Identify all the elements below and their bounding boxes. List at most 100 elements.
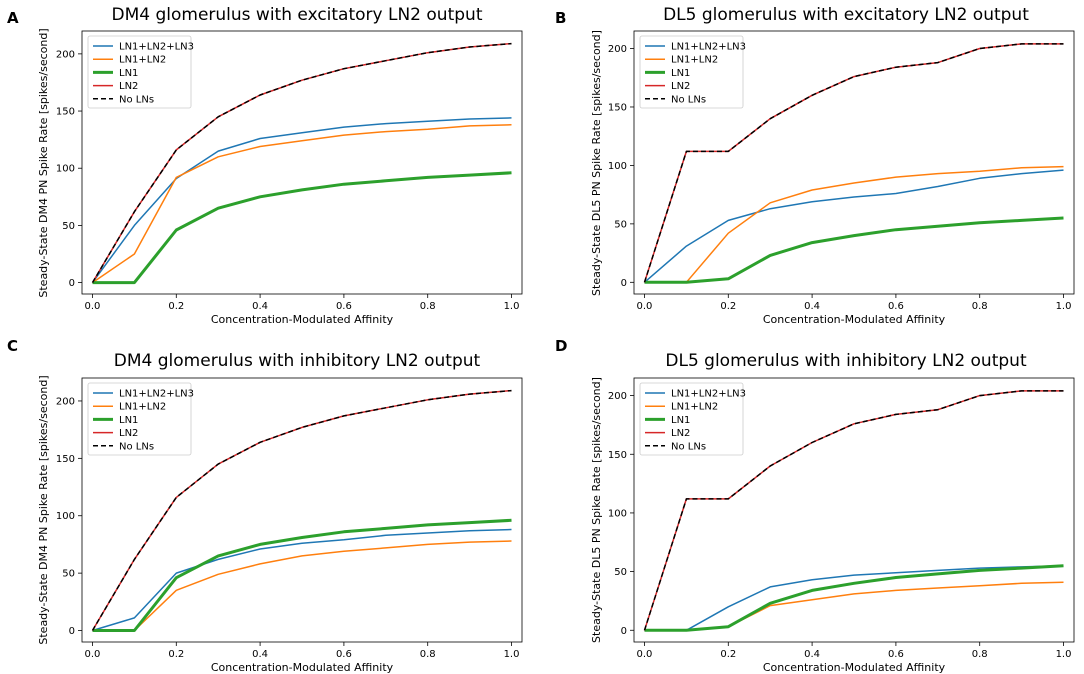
panel-b: B DL5 glomerulus with excitatory LN2 outp… xyxy=(555,5,1075,326)
x-tick-label: 0.4 xyxy=(804,301,820,312)
y-tick-label: 200 xyxy=(56,49,75,60)
panel-letter: A xyxy=(7,9,19,27)
chart-title: DL5 glomerulus with inhibitory LN2 outpu… xyxy=(665,351,1027,371)
x-tick-label: 1.0 xyxy=(1056,649,1072,660)
series-group xyxy=(91,389,512,632)
x-tick-label: 0.6 xyxy=(336,301,352,312)
legend-label: LN1+LN2 xyxy=(671,402,718,413)
series-line-ln1 xyxy=(644,216,1064,284)
x-tick-label: 0.2 xyxy=(720,649,736,660)
x-tick-label: 0.6 xyxy=(888,301,904,312)
x-tick-label: 0.6 xyxy=(336,649,352,660)
y-tick-label: 150 xyxy=(56,454,75,465)
x-tick-label: 0.0 xyxy=(637,301,653,312)
x-tick-label: 0.0 xyxy=(637,649,653,660)
y-tick-label: 150 xyxy=(608,102,627,113)
series-line-ln2 xyxy=(643,390,1064,631)
legend-label: No LNs xyxy=(119,94,154,105)
y-tick-label: 100 xyxy=(608,508,627,519)
x-tick-label: 0.4 xyxy=(804,649,820,660)
y-tick-label: 100 xyxy=(608,161,627,172)
y-axis-label: Steady-State DM4 PN Spike Rate [spikes/s… xyxy=(37,28,50,297)
series-line-ln2 xyxy=(643,43,1064,283)
x-tick-label: 0.8 xyxy=(420,649,436,660)
panel-letter: B xyxy=(555,9,566,27)
y-tick-label: 150 xyxy=(56,107,75,118)
y-tick-label: 50 xyxy=(62,221,75,232)
series-line-ln1-ln2 xyxy=(644,581,1064,632)
series-line-ln1-ln2 xyxy=(644,165,1064,284)
series-line-ln1-ln2-ln3 xyxy=(644,169,1064,283)
y-tick-label: 200 xyxy=(56,396,75,407)
legend-label: LN1+LN2 xyxy=(119,55,166,66)
y-tick-label: 100 xyxy=(56,164,75,175)
legend-label: LN2 xyxy=(119,428,138,439)
series-line-ln1-ln2-ln3 xyxy=(644,564,1064,632)
legend: LN1+LN2+LN3 LN1+LN2 LN1 LN2 No LNs xyxy=(87,382,194,456)
x-tick-label: 0.4 xyxy=(252,649,268,660)
y-axis-label: Steady-State DM4 PN Spike Rate [spikes/s… xyxy=(37,375,50,644)
y-tick-label: 150 xyxy=(608,450,627,461)
axes-frame xyxy=(81,30,523,295)
panel-d: D DL5 glomerulus with inhibitory LN2 outp… xyxy=(555,337,1075,674)
legend-label: LN1+LN2+LN3 xyxy=(671,42,746,53)
legend-box xyxy=(87,35,192,109)
legend-label: No LNs xyxy=(671,441,706,452)
x-tick-label: 0.2 xyxy=(168,649,184,660)
x-tick-label: 0.6 xyxy=(888,649,904,660)
series-line-ln1-ln2 xyxy=(92,124,512,284)
legend-label: LN1 xyxy=(671,68,690,79)
axes-frame xyxy=(633,377,1075,643)
legend-label: LN1+LN2+LN3 xyxy=(119,42,194,53)
legend-label: LN1+LN2+LN3 xyxy=(671,389,746,400)
series-line-ln1 xyxy=(644,564,1064,632)
x-axis-label: Concentration-Modulated Affinity xyxy=(211,313,394,326)
chart-title: DM4 glomerulus with inhibitory LN2 outpu… xyxy=(114,351,481,371)
series-line-ln1 xyxy=(92,171,512,285)
y-tick-label: 50 xyxy=(614,219,627,230)
series-group xyxy=(643,390,1064,632)
legend-box xyxy=(87,382,192,456)
y-axis-label: Steady-State DL5 PN Spike Rate [spikes/s… xyxy=(590,30,603,296)
y-tick-label: 50 xyxy=(614,567,627,578)
series-line-no-lns xyxy=(91,389,512,631)
legend-label: LN1+LN2 xyxy=(119,402,166,413)
x-tick-label: 0.2 xyxy=(168,301,184,312)
legend-box xyxy=(639,35,744,109)
axes-frame xyxy=(633,30,1075,295)
x-tick-label: 1.0 xyxy=(504,301,520,312)
chart-title: DL5 glomerulus with excitatory LN2 outpu… xyxy=(663,5,1029,25)
panel-a: A DM4 glomerulus with excitatory LN2 outp… xyxy=(7,5,523,326)
y-tick-label: 200 xyxy=(608,391,627,402)
x-tick-label: 0.4 xyxy=(252,301,268,312)
series-line-ln1-ln2-ln3 xyxy=(92,528,512,632)
x-tick-label: 0.0 xyxy=(85,649,101,660)
legend-box xyxy=(639,382,744,456)
panel-letter: C xyxy=(7,337,18,355)
x-tick-label: 1.0 xyxy=(1056,301,1072,312)
legend-label: No LNs xyxy=(671,94,706,105)
x-axis-label: Concentration-Modulated Affinity xyxy=(211,661,394,674)
x-tick-label: 1.0 xyxy=(504,649,520,660)
legend-label: LN1+LN2+LN3 xyxy=(119,389,194,400)
series-group xyxy=(643,43,1064,284)
legend: LN1+LN2+LN3 LN1+LN2 LN1 LN2 No LNs xyxy=(639,35,746,109)
series-line-ln1-ln2-ln3 xyxy=(91,117,512,284)
legend: LN1+LN2+LN3 LN1+LN2 LN1 LN2 No LNs xyxy=(639,382,746,456)
x-tick-label: 0.8 xyxy=(972,649,988,660)
y-tick-label: 0 xyxy=(69,626,75,637)
y-tick-label: 0 xyxy=(621,278,627,289)
legend-label: LN1 xyxy=(671,415,690,426)
y-tick-label: 200 xyxy=(608,44,627,55)
chart-title: DM4 glomerulus with excitatory LN2 outpu… xyxy=(112,5,483,25)
series-group xyxy=(91,42,512,285)
legend-label: LN1 xyxy=(119,68,138,79)
x-tick-label: 0.8 xyxy=(420,301,436,312)
x-tick-label: 0.8 xyxy=(972,301,988,312)
legend-label: LN2 xyxy=(119,81,138,92)
series-line-ln1 xyxy=(92,518,512,632)
legend-label: No LNs xyxy=(119,441,154,452)
legend-label: LN1 xyxy=(119,415,138,426)
legend: LN1+LN2+LN3 LN1+LN2 LN1 LN2 No LNs xyxy=(87,35,194,109)
x-axis-label: Concentration-Modulated Affinity xyxy=(763,313,946,326)
